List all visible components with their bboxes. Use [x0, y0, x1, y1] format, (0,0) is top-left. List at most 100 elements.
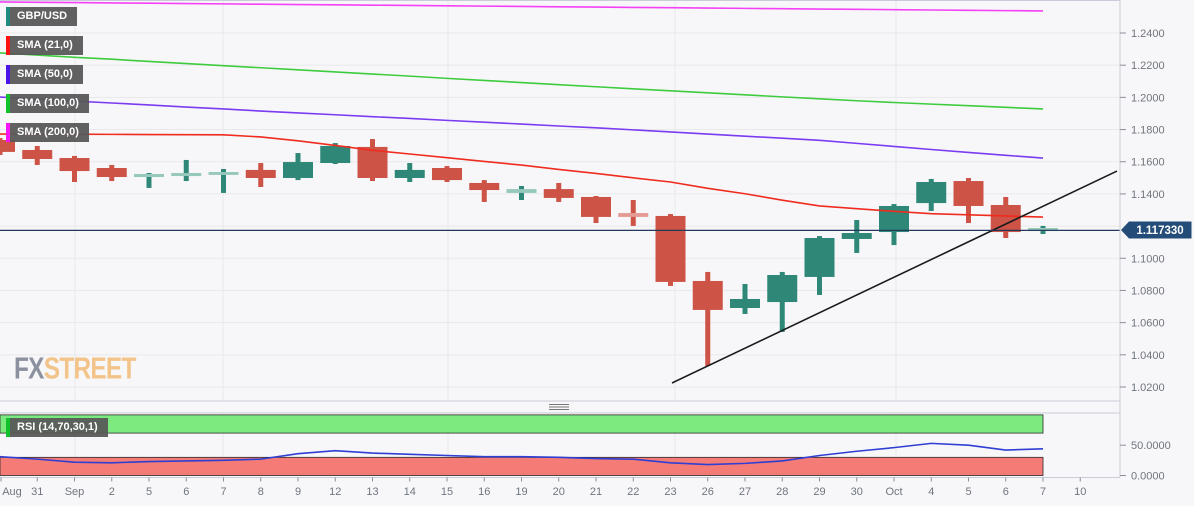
candle-wick — [146, 172, 152, 188]
date-axis-label: 31 — [31, 486, 43, 498]
price-axis-label: 1.2400 — [1131, 28, 1165, 40]
candle-body — [581, 196, 611, 217]
last-price-badge-text: 1.117330 — [1136, 225, 1183, 237]
candle-body — [22, 149, 53, 159]
sma-line-200 — [0, 1, 1044, 12]
candle-body — [432, 168, 462, 181]
legend-sma200-label: SMA (200,0) — [17, 126, 79, 138]
price-axis-label: 1.1400 — [1131, 189, 1165, 201]
date-axis-label: 7 — [220, 486, 226, 498]
date-axis-label: 29 — [813, 486, 825, 498]
date-axis-label: 20 — [553, 486, 565, 498]
date-axis-label: 13 — [366, 486, 378, 498]
candle-body — [543, 189, 574, 198]
rsi-line — [0, 442, 1044, 466]
candle-body — [0, 140, 15, 152]
rsi-axis-label: 0.0000 — [1131, 471, 1165, 483]
legend-item-sma100[interactable]: SMA (100,0) — [6, 94, 89, 113]
candle-wick — [705, 271, 711, 366]
legend-sma100-label: SMA (100,0) — [17, 97, 79, 109]
candle-body — [320, 145, 351, 164]
chart-generated-layer: 1.2400 1.2200 1.2000 1.1800 1.1600 1.1400 1.10… — [0, 0, 1171, 498]
fxstreet-watermark: FXSTREET — [14, 351, 136, 386]
watermark-fx: FX — [14, 351, 44, 386]
date-axis-label: 6 — [183, 486, 189, 498]
date-axis-label: 16 — [478, 486, 490, 498]
candle-body — [96, 168, 127, 178]
legend-item-sma200[interactable]: SMA (200,0) — [6, 123, 89, 142]
candle-body — [394, 169, 425, 178]
trendline — [671, 170, 1118, 384]
legend-item-symbol[interactable]: GBP/USD — [6, 7, 78, 26]
candle-body — [59, 158, 90, 172]
sma-line-100 — [0, 52, 1044, 110]
legend-sma50-label: SMA (50,0) — [17, 68, 73, 80]
price-axis-label: 1.1800 — [1131, 125, 1165, 137]
date-axis-label: 28 — [776, 486, 788, 498]
last-price-badge-shape — [1121, 221, 1192, 239]
legend-sma21-label: SMA (21,0) — [17, 39, 73, 51]
candle-body — [1028, 228, 1058, 232]
candle-body — [655, 215, 686, 282]
legend-rsi-label: RSI (14,70,30,1) — [17, 421, 98, 433]
last-price-badge: 1.117330 — [1121, 221, 1192, 239]
price-axis-label: 1.0600 — [1131, 318, 1165, 330]
rsi-axis-label: 50.0000 — [1131, 440, 1171, 452]
date-axis-label: 23 — [664, 486, 676, 498]
legend-symbol-label: GBP/USD — [17, 10, 68, 22]
indicator-legend: GBP/USD SMA (21,0) SMA (50,0) SMA (100,0… — [6, 7, 89, 152]
date-axis-label: 7 — [1040, 486, 1046, 498]
date-axis-label: 14 — [404, 486, 416, 498]
legend-item-sma21[interactable]: SMA (21,0) — [6, 36, 83, 55]
date-axis-label: 30 — [851, 486, 863, 498]
date-axis-label: 22 — [627, 486, 639, 498]
legend-item-sma50[interactable]: SMA (50,0) — [6, 65, 83, 84]
rsi-oversold-band — [0, 456, 1044, 476]
price-axis-label: 1.0800 — [1131, 285, 1165, 297]
date-axis-label: 9 — [295, 486, 301, 498]
date-axis-label: Aug — [2, 486, 22, 498]
pane-splitter-grip[interactable] — [549, 404, 569, 410]
rsi-legend: RSI (14,70,30,1) — [6, 417, 108, 447]
date-axis-label: 27 — [739, 486, 751, 498]
candle-body — [953, 181, 984, 206]
date-axis-label: 6 — [1003, 486, 1009, 498]
candle-wick — [630, 200, 636, 226]
candle-body — [134, 173, 164, 178]
candle-body — [916, 182, 947, 204]
price-axis-label: 1.0400 — [1131, 350, 1165, 362]
candle-body — [804, 237, 835, 277]
candle-body — [208, 172, 239, 175]
date-axis-label: 8 — [258, 486, 264, 498]
date-axis-label: 19 — [515, 486, 527, 498]
date-axis-label: 15 — [441, 486, 453, 498]
rsi-overbought-band — [0, 414, 1044, 434]
price-axis-label: 1.0200 — [1131, 382, 1165, 394]
date-axis-label: 26 — [702, 486, 714, 498]
date-axis-label: 5 — [146, 486, 152, 498]
candle-body — [506, 189, 537, 193]
candle-body — [469, 182, 500, 191]
sma-line-21 — [0, 133, 1044, 218]
date-axis-label: 4 — [928, 486, 934, 498]
candle-body — [618, 213, 649, 217]
candle-wick — [519, 186, 524, 201]
date-axis-label: 12 — [329, 486, 341, 498]
sma-line-50 — [0, 96, 1044, 159]
price-axis-label: 1.2200 — [1131, 60, 1165, 72]
candle-body — [767, 275, 798, 303]
date-axis-label: 5 — [965, 486, 971, 498]
candle-wick — [183, 159, 189, 182]
candle-body — [692, 280, 723, 310]
price-axis-label: 1.1600 — [1131, 157, 1165, 169]
candle-body — [171, 172, 202, 177]
candle-body — [841, 233, 872, 239]
date-axis-label: 10 — [1074, 486, 1086, 498]
date-axis-label: Oct — [885, 486, 902, 498]
candle-body — [283, 162, 313, 178]
price-axis-label: 1.1000 — [1131, 253, 1165, 265]
legend-item-rsi[interactable]: RSI (14,70,30,1) — [6, 418, 108, 437]
candle-body — [245, 169, 276, 178]
